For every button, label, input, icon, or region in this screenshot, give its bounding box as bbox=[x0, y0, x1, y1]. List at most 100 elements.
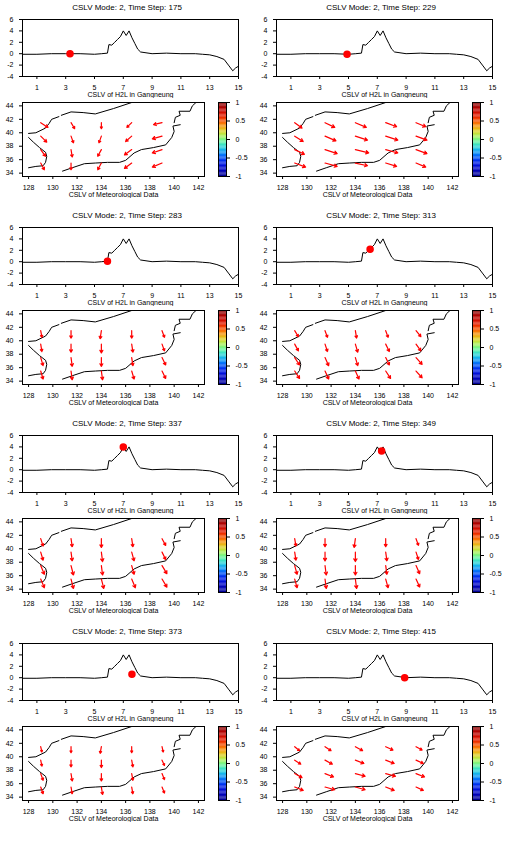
svg-text:140: 140 bbox=[168, 600, 180, 607]
svg-text:130: 130 bbox=[301, 392, 313, 399]
svg-text:2: 2 bbox=[10, 663, 14, 670]
svg-text:-0.5: -0.5 bbox=[236, 362, 248, 369]
svg-text:CSLV of H2L in Gangneung: CSLV of H2L in Gangneung bbox=[87, 299, 173, 307]
svg-text:1: 1 bbox=[289, 84, 293, 91]
svg-text:40: 40 bbox=[260, 337, 268, 344]
svg-text:-2: -2 bbox=[7, 269, 13, 276]
svg-text:13: 13 bbox=[206, 84, 214, 91]
svg-text:38: 38 bbox=[6, 766, 14, 773]
svg-text:CSLV of Meteorological Data: CSLV of Meteorological Data bbox=[69, 607, 159, 615]
svg-text:-1: -1 bbox=[490, 173, 496, 180]
svg-text:4: 4 bbox=[10, 651, 14, 658]
svg-text:1: 1 bbox=[490, 515, 494, 522]
svg-text:0.5: 0.5 bbox=[490, 325, 500, 332]
svg-text:0: 0 bbox=[490, 344, 494, 351]
svg-text:15: 15 bbox=[489, 708, 497, 715]
svg-text:-2: -2 bbox=[7, 61, 13, 68]
svg-text:42: 42 bbox=[260, 116, 268, 123]
svg-text:44: 44 bbox=[6, 102, 14, 109]
svg-text:4: 4 bbox=[10, 443, 14, 450]
svg-text:38: 38 bbox=[6, 558, 14, 565]
svg-text:130: 130 bbox=[47, 808, 59, 815]
svg-text:-1: -1 bbox=[490, 589, 496, 596]
svg-text:34: 34 bbox=[260, 585, 268, 592]
svg-text:15: 15 bbox=[235, 708, 243, 715]
svg-text:CSLV of Meteorological Data: CSLV of Meteorological Data bbox=[323, 607, 413, 615]
svg-text:11: 11 bbox=[431, 84, 438, 91]
svg-text:38: 38 bbox=[260, 766, 268, 773]
svg-text:142: 142 bbox=[193, 392, 205, 399]
svg-text:40: 40 bbox=[6, 337, 14, 344]
svg-text:128: 128 bbox=[23, 392, 35, 399]
svg-text:CSLV of Meteorological Data: CSLV of Meteorological Data bbox=[69, 191, 159, 199]
svg-text:6: 6 bbox=[10, 224, 14, 231]
svg-text:34: 34 bbox=[260, 169, 268, 176]
svg-text:38: 38 bbox=[6, 350, 14, 357]
svg-text:-2: -2 bbox=[7, 685, 13, 692]
svg-text:3: 3 bbox=[64, 708, 68, 715]
svg-text:42: 42 bbox=[260, 740, 268, 747]
svg-text:-4: -4 bbox=[261, 281, 267, 288]
svg-text:1: 1 bbox=[236, 723, 240, 730]
svg-text:1: 1 bbox=[490, 99, 494, 106]
svg-text:3: 3 bbox=[64, 292, 68, 299]
svg-text:128: 128 bbox=[277, 600, 289, 607]
svg-text:6: 6 bbox=[264, 16, 268, 23]
svg-text:4: 4 bbox=[264, 443, 268, 450]
svg-text:2: 2 bbox=[10, 247, 14, 254]
svg-text:0: 0 bbox=[490, 760, 494, 767]
svg-text:4: 4 bbox=[10, 27, 14, 34]
svg-text:-2: -2 bbox=[261, 61, 267, 68]
svg-text:-0.5: -0.5 bbox=[490, 570, 502, 577]
svg-text:-2: -2 bbox=[261, 477, 267, 484]
svg-text:13: 13 bbox=[460, 84, 468, 91]
svg-text:142: 142 bbox=[447, 184, 459, 191]
svg-text:11: 11 bbox=[177, 292, 184, 299]
svg-text:36: 36 bbox=[260, 780, 268, 787]
svg-text:-2: -2 bbox=[261, 685, 267, 692]
svg-text:4: 4 bbox=[10, 235, 14, 242]
svg-text:13: 13 bbox=[460, 708, 468, 715]
svg-text:1: 1 bbox=[236, 515, 240, 522]
svg-text:3: 3 bbox=[64, 500, 68, 507]
svg-text:36: 36 bbox=[6, 572, 14, 579]
svg-text:0.5: 0.5 bbox=[236, 325, 246, 332]
svg-text:0: 0 bbox=[10, 466, 14, 473]
svg-text:6: 6 bbox=[10, 16, 14, 23]
svg-text:36: 36 bbox=[6, 780, 14, 787]
svg-text:34: 34 bbox=[6, 377, 14, 384]
svg-text:1: 1 bbox=[490, 723, 494, 730]
svg-text:42: 42 bbox=[260, 532, 268, 539]
svg-text:142: 142 bbox=[193, 184, 205, 191]
svg-text:13: 13 bbox=[460, 500, 468, 507]
svg-text:11: 11 bbox=[431, 292, 438, 299]
svg-text:130: 130 bbox=[301, 600, 313, 607]
svg-text:15: 15 bbox=[235, 84, 243, 91]
svg-text:13: 13 bbox=[206, 708, 214, 715]
svg-text:-0.5: -0.5 bbox=[236, 778, 248, 785]
svg-text:140: 140 bbox=[168, 184, 180, 191]
svg-text:0: 0 bbox=[236, 552, 240, 559]
svg-text:6: 6 bbox=[264, 432, 268, 439]
svg-text:128: 128 bbox=[23, 600, 35, 607]
svg-text:0: 0 bbox=[490, 552, 494, 559]
svg-text:130: 130 bbox=[47, 600, 59, 607]
svg-text:-0.5: -0.5 bbox=[236, 570, 248, 577]
svg-text:-4: -4 bbox=[7, 489, 13, 496]
svg-text:38: 38 bbox=[260, 350, 268, 357]
svg-text:-0.5: -0.5 bbox=[490, 362, 502, 369]
svg-text:0: 0 bbox=[264, 50, 268, 57]
svg-text:0: 0 bbox=[236, 760, 240, 767]
svg-text:1: 1 bbox=[236, 99, 240, 106]
svg-text:1: 1 bbox=[35, 84, 39, 91]
svg-text:40: 40 bbox=[6, 129, 14, 136]
svg-text:-1: -1 bbox=[490, 381, 496, 388]
svg-text:-4: -4 bbox=[7, 281, 13, 288]
svg-text:0: 0 bbox=[10, 674, 14, 681]
svg-text:CSLV of Meteorological Data: CSLV of Meteorological Data bbox=[69, 399, 159, 407]
svg-text:1: 1 bbox=[289, 292, 293, 299]
svg-text:-0.5: -0.5 bbox=[236, 154, 248, 161]
svg-text:0.5: 0.5 bbox=[236, 533, 246, 540]
svg-text:42: 42 bbox=[6, 532, 14, 539]
svg-text:0: 0 bbox=[10, 50, 14, 57]
